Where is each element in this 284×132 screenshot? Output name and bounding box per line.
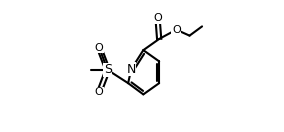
- Text: O: O: [95, 43, 103, 53]
- Text: N: N: [126, 63, 136, 76]
- Text: O: O: [95, 87, 103, 97]
- Text: O: O: [172, 25, 181, 35]
- Text: O: O: [153, 13, 162, 23]
- Text: S: S: [104, 63, 112, 76]
